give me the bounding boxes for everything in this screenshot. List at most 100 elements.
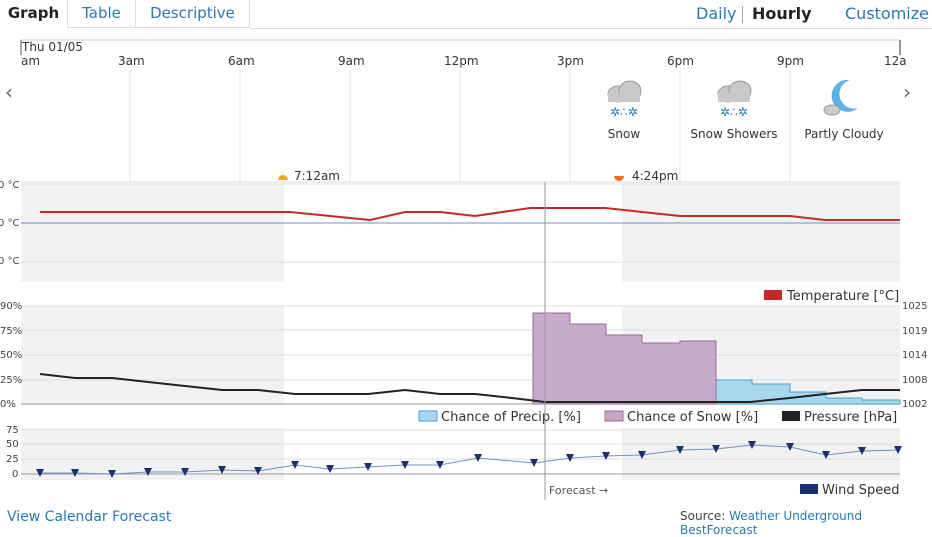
wind-arrow-icon <box>894 446 902 454</box>
temp-y-label-top: 0 °C <box>0 180 20 191</box>
snow-showers-icon: ✲∴✲ <box>717 80 752 119</box>
svg-text:✲∴✲: ✲∴✲ <box>720 105 748 119</box>
hour-label-1: 3am <box>118 54 145 68</box>
hour-label-7: 9pm <box>777 54 804 68</box>
wind-arrow-icon <box>36 469 44 477</box>
wind-y-label-50: 50 <box>6 439 19 450</box>
hour-label-4: 12pm <box>444 54 479 68</box>
hourly-toggle[interactable]: Hourly <box>752 4 812 23</box>
wind-legend-label: Wind Speed <box>822 483 900 498</box>
sunset-icon <box>614 176 624 181</box>
sunset-time: 4:24pm <box>632 169 678 183</box>
precip-left-label-2: 50% <box>0 350 22 361</box>
partly-cloudy-night-icon <box>823 79 858 116</box>
precip-legend-label: Chance of Precip. [%] <box>441 410 581 425</box>
temperature-legend-swatch <box>764 290 782 300</box>
tab-graph[interactable]: Graph <box>0 0 68 28</box>
precip-panel: 90% 75% 50% 25% 0% 1025 1019 1014 1008 1… <box>0 301 927 425</box>
wind-arrow-icon <box>436 461 444 469</box>
pressure-legend-label: Pressure [hPa] <box>804 410 897 425</box>
night-shade-temp-right <box>622 184 900 282</box>
temperature-panel: 0 °C 0 °C 0 °C Temperature [°C] <box>0 180 900 304</box>
date-label: Thu 01/05 <box>21 40 83 54</box>
snow-icon: ✲∴✲ <box>607 80 642 119</box>
pressure-right-label-3: 1008 <box>902 375 927 386</box>
prev-arrow-icon[interactable]: ‹ <box>5 80 13 104</box>
wind-y-label-0: 0 <box>12 469 18 480</box>
wind-arrow-icon <box>71 469 79 477</box>
night-shade-wind-right <box>622 428 900 480</box>
condition-label-snow-showers: Snow Showers <box>690 127 777 141</box>
tab-descriptive[interactable]: Descriptive <box>136 0 250 28</box>
precip-left-label-3: 25% <box>0 375 22 386</box>
night-shading <box>21 184 900 480</box>
precip-left-label-1: 75% <box>0 326 22 337</box>
sunrise-icon <box>278 175 288 180</box>
wind-arrow-icon <box>181 468 189 476</box>
source-prefix: Source: <box>680 509 730 523</box>
svg-text:✲∴✲: ✲∴✲ <box>610 105 638 119</box>
view-separator <box>742 6 743 23</box>
wind-y-label-25: 25 <box>6 454 19 465</box>
snow-legend-label: Chance of Snow [%] <box>627 410 758 425</box>
forecast-label: Forecast → <box>549 484 608 497</box>
wind-arrow-icon <box>218 466 226 474</box>
hour-label-5: 3pm <box>557 54 584 68</box>
hour-label-2: 6am <box>228 54 255 68</box>
wind-arrow-icon <box>401 461 409 469</box>
wind-arrow-icon <box>291 461 299 469</box>
wind-arrow-icon <box>858 447 866 455</box>
customize-link[interactable]: Customize <box>845 4 929 23</box>
wind-panel: 75 50 25 0 <box>6 425 902 498</box>
wind-arrow-icons <box>36 441 902 478</box>
temperature-line <box>40 207 900 222</box>
wind-arrow-icon <box>530 459 538 467</box>
wind-arrow-icon <box>474 454 482 462</box>
sunrise-time: 7:12am <box>294 169 340 183</box>
wind-arrow-icon <box>254 467 262 475</box>
wind-arrow-icon <box>602 452 610 460</box>
snow-legend-swatch <box>604 410 624 422</box>
hour-label-8: 12a <box>884 54 907 68</box>
precip-legend-swatch <box>418 410 438 422</box>
condition-label-partly-cloudy: Partly Cloudy <box>804 127 883 141</box>
wind-arrow-icon <box>712 445 720 453</box>
daily-toggle[interactable]: Daily <box>696 4 737 23</box>
temp-y-label-mid: 0 °C <box>0 218 20 229</box>
wind-legend-swatch <box>800 484 818 494</box>
pressure-line <box>39 373 900 403</box>
pressure-right-label-1: 1019 <box>902 326 927 337</box>
hour-label-0: am <box>21 54 40 68</box>
wind-arrow-icon <box>786 443 794 451</box>
pressure-right-label-0: 1025 <box>902 301 927 312</box>
snow-area <box>532 312 717 405</box>
hour-label-6: 6pm <box>667 54 694 68</box>
condition-label-snow: Snow <box>608 127 641 141</box>
temperature-legend: Temperature [°C] <box>786 289 899 304</box>
wind-speed-line <box>40 444 901 475</box>
hour-label-3: 9am <box>338 54 365 68</box>
precip-left-label-4: 0% <box>0 399 16 410</box>
wind-arrow-icon <box>108 470 116 478</box>
tab-divider <box>250 28 932 29</box>
wind-arrow-icon <box>144 468 152 476</box>
tab-table[interactable]: Table <box>68 0 136 28</box>
wind-arrow-icon <box>364 463 372 471</box>
gridlines <box>129 70 791 182</box>
night-shade-temp-left <box>21 184 284 282</box>
wind-arrow-icon <box>326 465 334 473</box>
wind-arrow-icon <box>748 441 756 449</box>
wind-arrow-icon <box>822 451 830 459</box>
wind-arrow-icon <box>676 446 684 454</box>
next-arrow-icon[interactable]: › <box>903 80 911 104</box>
pressure-right-label-4: 1002 <box>902 399 927 410</box>
wind-arrow-icon <box>566 454 574 462</box>
source-attribution: Source: Weather Underground BestForecast <box>680 509 932 537</box>
temp-y-label-bottom: 0 °C <box>0 256 20 267</box>
wind-y-label-75: 75 <box>6 425 19 436</box>
view-calendar-forecast-link[interactable]: View Calendar Forecast <box>7 509 172 525</box>
wind-arrow-icon <box>638 451 646 459</box>
precip-left-label-0: 90% <box>0 301 22 312</box>
night-shade-wind-left <box>21 428 284 480</box>
